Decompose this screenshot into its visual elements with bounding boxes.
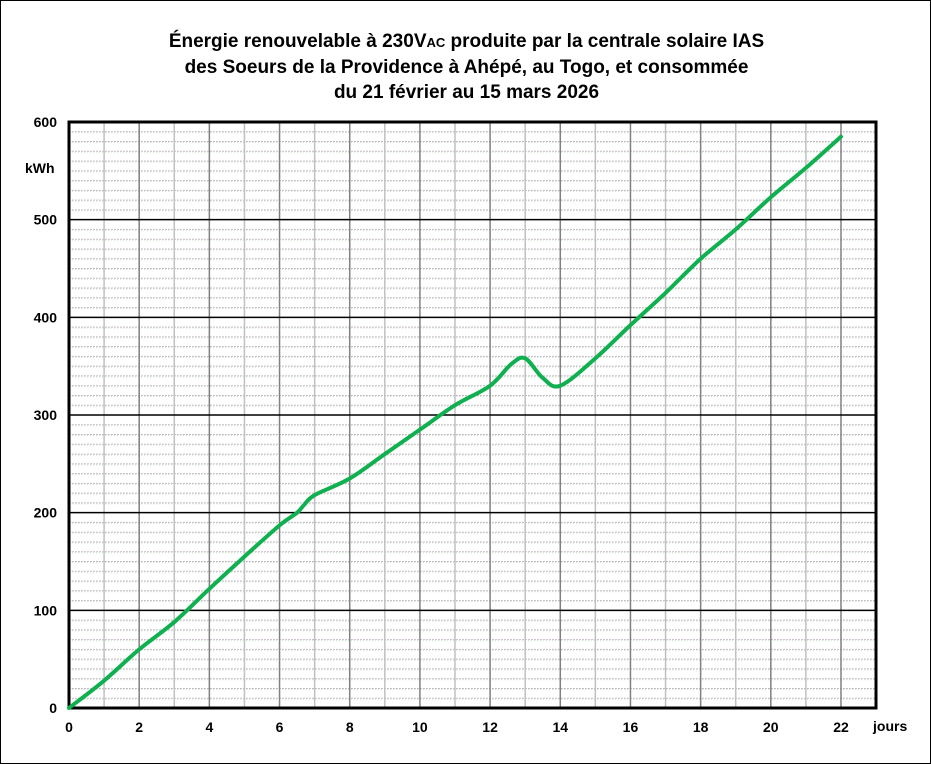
y-tick-label: 200	[34, 505, 58, 521]
x-tick-label: 10	[412, 719, 428, 735]
x-tick-label: 16	[623, 719, 639, 735]
x-tick-label: 12	[482, 719, 498, 735]
plot-border	[67, 120, 878, 710]
x-tick-label: 4	[205, 719, 213, 735]
y-tick-label: 600	[34, 114, 58, 130]
x-tick-label: 18	[693, 719, 709, 735]
y-tick-label: 0	[49, 700, 57, 716]
y-tick-label: 300	[34, 407, 58, 423]
chart-title: Énergie renouvelable à 230VAC produite p…	[168, 31, 765, 103]
x-tick-label: 2	[135, 719, 143, 735]
x-tick-label: 8	[346, 719, 354, 735]
x-tick-label: 0	[65, 719, 73, 735]
y-tick-label: 400	[34, 309, 58, 325]
y-tick-label: 100	[34, 602, 58, 618]
x-axis-label: jours	[872, 718, 907, 734]
y-axis-label: kWh	[25, 160, 55, 176]
x-tick-label: 6	[276, 719, 284, 735]
x-tick-label: 20	[763, 719, 779, 735]
x-tick-label: 14	[552, 719, 568, 735]
y-tick-label: 500	[34, 212, 58, 228]
energy-series-line	[67, 134, 843, 710]
x-tick-label: 22	[833, 719, 849, 735]
